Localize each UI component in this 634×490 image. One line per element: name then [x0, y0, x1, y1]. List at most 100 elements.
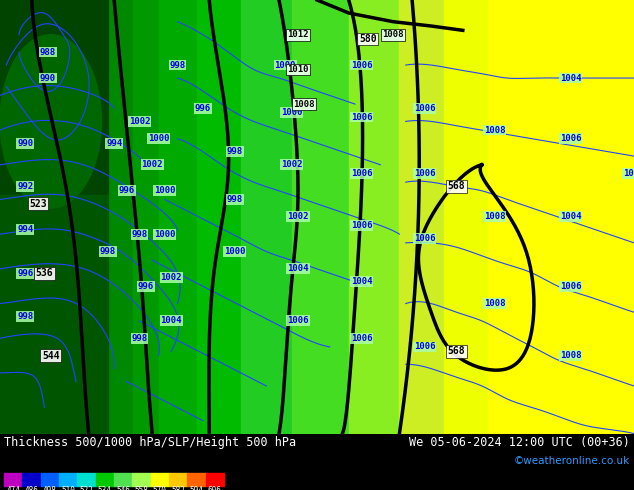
Text: 1006: 1006 [351, 61, 372, 70]
Text: 996: 996 [195, 104, 211, 113]
Text: 994: 994 [17, 225, 34, 234]
Text: We 05-06-2024 12:00 UTC (00+36): We 05-06-2024 12:00 UTC (00+36) [409, 436, 630, 449]
Text: 1000: 1000 [154, 186, 176, 196]
Text: 998: 998 [100, 247, 116, 256]
Bar [22, 473, 41, 486]
Bar [96, 473, 114, 486]
Text: 1002: 1002 [287, 212, 309, 221]
Text: 546: 546 [116, 487, 130, 490]
Bar [488, 0, 634, 434]
Bar [82, 0, 108, 434]
Text: ©weatheronline.co.uk: ©weatheronline.co.uk [514, 456, 630, 466]
Text: 568: 568 [448, 346, 465, 356]
Bar [59, 473, 77, 486]
Text: 544: 544 [42, 350, 60, 361]
Text: 1004: 1004 [560, 74, 581, 82]
Text: 1002: 1002 [160, 273, 182, 282]
Bar [57, 0, 82, 434]
Text: 998: 998 [17, 312, 34, 321]
Bar [108, 0, 133, 434]
Text: 1008: 1008 [294, 99, 315, 109]
Text: 1000: 1000 [281, 108, 302, 117]
Text: 580: 580 [359, 34, 377, 44]
Bar [0, 0, 32, 434]
Text: 1000: 1000 [275, 61, 296, 70]
Bar [77, 473, 96, 486]
Text: 1006: 1006 [414, 234, 436, 243]
Text: 582: 582 [171, 487, 185, 490]
Text: 1010: 1010 [287, 65, 309, 74]
Text: Thickness 500/1000 hPa/SLP/Height 500 hPa: Thickness 500/1000 hPa/SLP/Height 500 hP… [4, 436, 296, 449]
Text: 1000: 1000 [154, 230, 176, 239]
Text: 1000: 1000 [148, 134, 169, 143]
Bar [133, 0, 158, 434]
Text: 1004: 1004 [351, 277, 372, 286]
Text: 1002: 1002 [129, 117, 150, 126]
Ellipse shape [0, 35, 101, 208]
Text: 536: 536 [36, 268, 53, 278]
Bar [169, 473, 187, 486]
Text: 594: 594 [190, 487, 204, 490]
Bar [197, 0, 241, 434]
Text: 1008: 1008 [484, 299, 505, 308]
Text: 1006: 1006 [351, 113, 372, 122]
Text: 998: 998 [131, 334, 148, 343]
Text: 1006: 1006 [560, 282, 581, 291]
Text: 994: 994 [106, 139, 122, 147]
Text: 1006: 1006 [414, 104, 436, 113]
Text: 534: 534 [98, 487, 112, 490]
Text: 992: 992 [17, 182, 34, 191]
Bar [205, 473, 224, 486]
Text: 1006: 1006 [351, 334, 372, 343]
Bar [0, 195, 108, 434]
Bar [133, 473, 151, 486]
Bar [114, 473, 133, 486]
Text: 996: 996 [138, 282, 154, 291]
Text: 996: 996 [119, 186, 135, 196]
Bar [32, 0, 57, 434]
Bar [444, 0, 488, 434]
Text: 1004: 1004 [560, 212, 581, 221]
Text: 558: 558 [134, 487, 148, 490]
Text: 486: 486 [25, 487, 39, 490]
Text: 1008: 1008 [484, 212, 505, 221]
Text: 474: 474 [6, 487, 20, 490]
Text: 990: 990 [39, 74, 56, 82]
Text: 1006: 1006 [414, 343, 436, 351]
Bar [241, 0, 292, 434]
Bar [187, 473, 205, 486]
Text: 996: 996 [17, 269, 34, 278]
Text: 1002: 1002 [141, 160, 163, 169]
Text: 510: 510 [61, 487, 75, 490]
Bar [399, 0, 444, 434]
Text: 1008: 1008 [560, 351, 581, 360]
Text: 998: 998 [226, 195, 243, 204]
Text: 1000: 1000 [224, 247, 245, 256]
Text: 570: 570 [153, 487, 167, 490]
Text: 998: 998 [169, 61, 186, 70]
Bar [0, 0, 108, 195]
Text: 1006: 1006 [560, 134, 581, 143]
Text: 988: 988 [39, 48, 56, 56]
Text: 498: 498 [43, 487, 57, 490]
Bar [349, 0, 399, 434]
Text: 1002: 1002 [281, 160, 302, 169]
Text: 1004: 1004 [160, 317, 182, 325]
Text: 522: 522 [79, 487, 93, 490]
Text: 523: 523 [29, 199, 47, 209]
Text: 1006: 1006 [287, 317, 309, 325]
Bar [4, 473, 22, 486]
Text: 998: 998 [226, 147, 243, 156]
Bar [158, 0, 197, 434]
Text: 1004: 1004 [287, 265, 309, 273]
Text: 1008: 1008 [484, 125, 505, 135]
Text: 990: 990 [17, 139, 34, 147]
Text: 1012: 1012 [287, 30, 309, 39]
Bar [151, 473, 169, 486]
Text: 1006: 1006 [414, 169, 436, 178]
Text: 1006: 1006 [351, 169, 372, 178]
Bar [41, 473, 59, 486]
Text: 1008: 1008 [623, 169, 634, 178]
Text: 1008: 1008 [382, 30, 404, 39]
Text: 568: 568 [448, 181, 465, 192]
